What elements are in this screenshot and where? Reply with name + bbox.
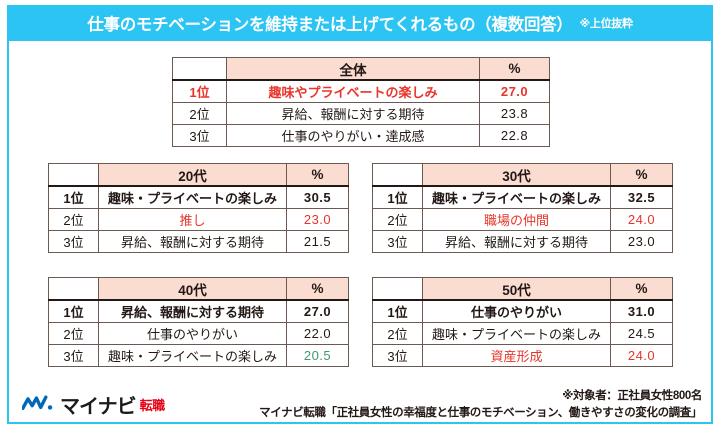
row-label: 仕事のやりがい	[98, 322, 287, 345]
table-row: 2位 昇給、報酬に対する期待 23.8	[172, 102, 550, 125]
row-rank: 3位	[372, 230, 423, 253]
row-value: 23.0	[286, 208, 349, 231]
row-rank: 3位	[372, 344, 423, 367]
row-rank: 2位	[48, 322, 99, 345]
row-rank: 1位	[372, 185, 423, 209]
table-header-row: 30代 %	[372, 163, 673, 187]
row-rank: 2位	[372, 322, 423, 345]
row-value: 23.8	[479, 102, 550, 125]
column-header-rank	[372, 277, 423, 301]
table-age20: 20代 % 1位 趣味・プライベートの楽しみ 30.5 2位 推し 23.0 3…	[48, 163, 349, 253]
row-label: 昇給、報酬に対する期待	[422, 230, 611, 253]
row-value: 27.0	[479, 79, 550, 103]
column-header-rank	[48, 277, 99, 301]
row-value: 24.0	[610, 208, 673, 231]
table-row: 1位 仕事のやりがい 31.0	[372, 299, 673, 323]
row-rank: 1位	[172, 79, 227, 103]
row-label: 趣味・プライベートの楽しみ	[98, 344, 287, 367]
row-value: 27.0	[286, 299, 349, 323]
table-row: 2位 推し 23.0	[48, 208, 349, 231]
table-header-row: 40代 %	[48, 277, 349, 301]
column-header-rank	[172, 57, 227, 81]
table-row: 3位 昇給、報酬に対する期待 21.5	[48, 230, 349, 253]
row-value: 30.5	[286, 185, 349, 209]
row-rank: 1位	[48, 185, 99, 209]
row-value: 32.5	[610, 185, 673, 209]
table-row: 3位 昇給、報酬に対する期待 23.0	[372, 230, 673, 253]
row-rank: 2位	[372, 208, 423, 231]
table-age40: 40代 % 1位 昇給、報酬に対する期待 27.0 2位 仕事のやりがい 22.…	[48, 277, 349, 367]
table-age30: 30代 % 1位 趣味・プライベートの楽しみ 32.5 2位 職場の仲間 24.…	[372, 163, 673, 253]
row-value: 31.0	[610, 299, 673, 323]
column-header-percent: %	[479, 57, 550, 81]
row-label: 趣味やプライベートの楽しみ	[226, 79, 480, 103]
table-row: 3位 資産形成 24.0	[372, 344, 673, 367]
row-rank: 1位	[48, 299, 99, 323]
credit-respondents: ※対象者：正社員女性800名	[562, 390, 702, 402]
table-header-row: 全体 %	[172, 57, 550, 81]
row-label: 昇給、報酬に対する期待	[98, 230, 287, 253]
column-header-rank	[372, 163, 423, 187]
row-rank: 3位	[48, 344, 99, 367]
row-label: 資産形成	[422, 344, 611, 367]
table-overall: 全体 % 1位 趣味やプライベートの楽しみ 27.0 2位 昇給、報酬に対する期…	[172, 57, 550, 147]
column-header-group: 全体	[226, 57, 480, 81]
row-rank: 1位	[372, 299, 423, 323]
table-row: 2位 仕事のやりがい 22.0	[48, 322, 349, 345]
row-value: 23.0	[610, 230, 673, 253]
row-value: 20.5	[286, 344, 349, 367]
column-header-percent: %	[286, 163, 349, 187]
header-band: 仕事のモチベーションを維持または上げてくれるもの（複数回答） ※上位抜粋	[7, 5, 713, 41]
row-value: 21.5	[286, 230, 349, 253]
row-value: 22.0	[286, 322, 349, 345]
row-rank: 3位	[48, 230, 99, 253]
row-label: 仕事のやりがい	[422, 299, 611, 323]
row-label: 昇給、報酬に対する期待	[98, 299, 287, 323]
mynavi-logo: マイナビ 転職	[22, 391, 166, 418]
mynavi-logo-text: マイナビ	[60, 395, 137, 418]
row-label: 趣味・プライベートの楽しみ	[98, 185, 287, 209]
table-header-row: 20代 %	[48, 163, 349, 187]
table-row: 2位 趣味・プライベートの楽しみ 24.5	[372, 322, 673, 345]
row-rank: 3位	[172, 124, 227, 147]
page-title: 仕事のモチベーションを維持または上げてくれるもの（複数回答）	[87, 16, 573, 34]
column-header-percent: %	[610, 163, 673, 187]
header-note: ※上位抜粋	[579, 18, 633, 30]
column-header-percent: %	[610, 277, 673, 301]
row-label: 職場の仲間	[422, 208, 611, 231]
table-age50: 50代 % 1位 仕事のやりがい 31.0 2位 趣味・プライベートの楽しみ 2…	[372, 277, 673, 367]
row-label: 仕事のやりがい・達成感	[226, 124, 480, 147]
table-row: 1位 昇給、報酬に対する期待 27.0	[48, 299, 349, 323]
column-header-group: 40代	[98, 277, 287, 301]
table-row: 3位 仕事のやりがい・達成感 22.8	[172, 124, 550, 147]
table-row: 2位 職場の仲間 24.0	[372, 208, 673, 231]
row-label: 趣味・プライベートの楽しみ	[422, 322, 611, 345]
row-label: 趣味・プライベートの楽しみ	[422, 185, 611, 209]
table-header-row: 50代 %	[372, 277, 673, 301]
row-label: 推し	[98, 208, 287, 231]
table-row: 1位 趣味やプライベートの楽しみ 27.0	[172, 79, 550, 103]
credit-survey-title: マイナビ転職「正社員女性の幸福度と仕事のモチベーション、働きやすさの変化の調査」	[259, 406, 702, 419]
row-value: 24.5	[610, 322, 673, 345]
column-header-rank	[48, 163, 99, 187]
table-row: 1位 趣味・プライベートの楽しみ 30.5	[48, 185, 349, 209]
mynavi-logomark-icon	[22, 395, 53, 410]
column-header-group: 50代	[422, 277, 611, 301]
table-row: 3位 趣味・プライベートの楽しみ 20.5	[48, 344, 349, 367]
survey-credit: ※対象者：正社員女性800名 マイナビ転職「正社員女性の幸福度と仕事のモチベーシ…	[259, 388, 702, 421]
column-header-group: 30代	[422, 163, 611, 187]
table-row: 1位 趣味・プライベートの楽しみ 32.5	[372, 185, 673, 209]
row-value: 22.8	[479, 124, 550, 147]
row-value: 24.0	[610, 344, 673, 367]
row-rank: 2位	[48, 208, 99, 231]
column-header-group: 20代	[98, 163, 287, 187]
mynavi-logo-subtext: 転職	[139, 397, 166, 413]
row-rank: 2位	[172, 102, 227, 125]
column-header-percent: %	[286, 277, 349, 301]
row-label: 昇給、報酬に対する期待	[226, 102, 480, 125]
